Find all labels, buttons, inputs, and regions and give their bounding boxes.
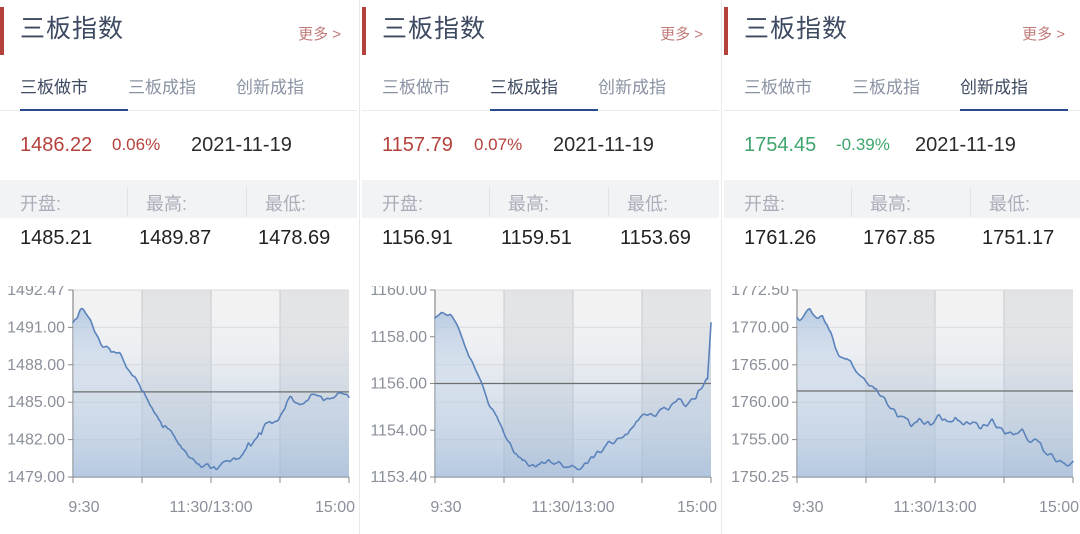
svg-text:1770.00: 1770.00 [731, 319, 789, 336]
svg-text:1491.00: 1491.00 [7, 319, 65, 336]
svg-text:1488.00: 1488.00 [7, 357, 65, 374]
svg-text:1479.00: 1479.00 [7, 469, 65, 486]
svg-text:1755.00: 1755.00 [731, 432, 789, 449]
svg-text:1158.00: 1158.00 [370, 329, 427, 346]
svg-text:1772.50: 1772.50 [731, 286, 789, 299]
svg-text:1492.47: 1492.47 [7, 286, 65, 299]
svg-text:1750.25: 1750.25 [731, 469, 789, 486]
svg-text:1153.40: 1153.40 [370, 469, 427, 486]
svg-text:1765.00: 1765.00 [731, 357, 789, 374]
svg-text:1156.00: 1156.00 [370, 376, 427, 393]
svg-text:1760.00: 1760.00 [731, 394, 789, 411]
svg-text:1485.00: 1485.00 [7, 394, 65, 411]
svg-text:1154.00: 1154.00 [370, 422, 427, 439]
svg-text:1482.00: 1482.00 [7, 432, 65, 449]
svg-text:1160.00: 1160.00 [370, 286, 427, 299]
